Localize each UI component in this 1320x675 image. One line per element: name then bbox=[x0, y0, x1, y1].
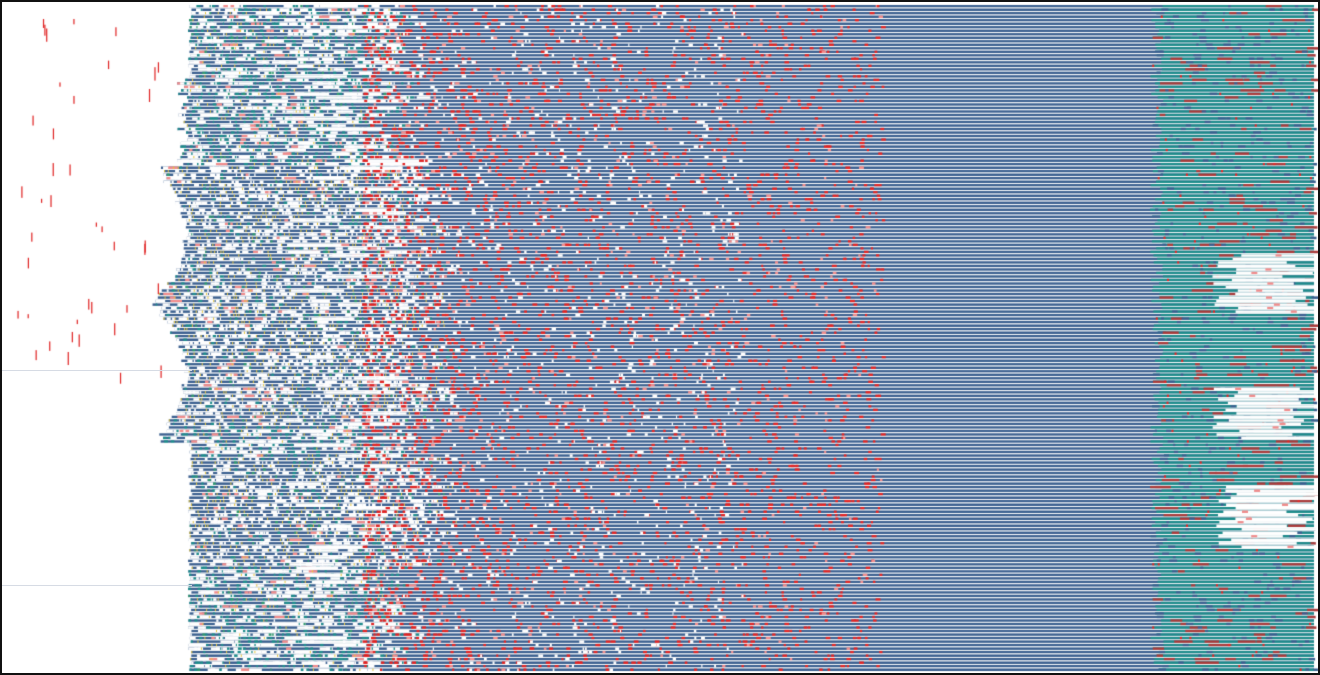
row-guide-line bbox=[2, 370, 192, 371]
row-guide-line bbox=[2, 585, 192, 586]
